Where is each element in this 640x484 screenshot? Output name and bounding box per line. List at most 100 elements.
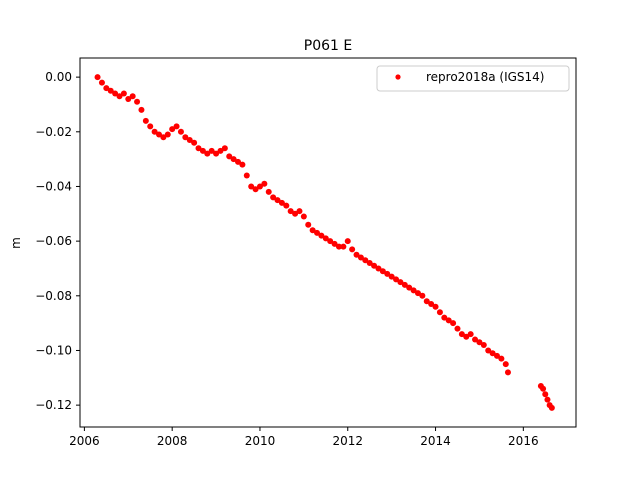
data-point [314,229,321,236]
data-point [305,221,312,228]
data-point [458,331,465,338]
data-point [318,232,325,239]
data-point [353,251,360,258]
data-point [548,404,555,411]
data-point [371,262,378,269]
data-point [397,279,404,286]
data-point [463,333,470,340]
data-point [384,270,391,277]
data-point [428,301,435,307]
data-point [410,287,417,294]
data-point [393,276,400,283]
data-point [265,188,272,195]
data-point [160,134,167,141]
data-point [401,281,408,288]
data-point [230,156,237,163]
data-point [445,317,452,324]
data-point [112,90,119,97]
data-point [344,238,351,245]
data-point [441,314,448,321]
data-point [357,254,364,261]
data-point [472,336,479,343]
data-point [331,240,338,247]
data-point [419,292,426,299]
data-point [274,197,281,204]
data-point [169,126,176,133]
y-tick-label: −0.04 [35,179,72,193]
x-tick-label: 2010 [245,434,276,448]
y-axis: 0.00 −0.02 −0.04 −0.06 −0.08 −0.10 −0.12 [35,70,80,412]
x-tick-label: 2012 [332,434,363,448]
data-point [489,350,496,357]
data-point [300,213,307,220]
y-tick-label: −0.10 [35,343,72,357]
data-point [278,199,285,206]
data-point [292,210,299,217]
data-point [432,303,439,310]
data-point [283,202,290,209]
data-point [248,183,255,190]
y-tick-label: −0.06 [35,234,72,248]
data-point [542,391,549,398]
data-point [502,361,509,368]
data-point [221,145,228,152]
data-point [480,342,487,348]
y-axis-label: m [9,237,23,249]
legend-box [376,65,570,92]
plot-frame [79,57,577,428]
data-point [362,257,369,264]
data-point [540,385,547,392]
data-point [388,273,395,280]
data-point [414,290,421,297]
data-point [327,238,334,245]
data-point [173,123,180,130]
data-point [476,339,483,346]
data-point [349,246,356,253]
data-point [493,352,500,359]
data-point [450,320,457,327]
data-point [217,147,224,154]
data-point [406,284,413,291]
data-point [226,153,233,160]
data-point [256,183,263,190]
data-point [270,194,277,201]
data-point [340,243,347,250]
data-point [191,139,198,146]
legend-label: repro2018a (IGS14) [426,70,544,84]
data-point [151,128,158,135]
data-point [379,268,386,275]
data-point [335,243,342,250]
data-point [134,98,141,105]
data-point [204,150,211,157]
data-point [287,208,294,215]
data-point [199,147,206,154]
data-point [544,396,551,403]
data-point [322,235,329,242]
data-point [252,186,259,193]
data-point [103,85,110,92]
data-point [94,74,101,81]
data-point [182,134,189,141]
data-point [423,298,430,305]
data-point [120,90,127,97]
data-point [142,117,149,124]
x-tick-label: 2008 [157,434,188,448]
data-point [129,93,136,100]
data-point [177,128,184,135]
y-tick-label: −0.12 [35,398,72,412]
data-point [147,123,154,130]
x-tick-label: 2006 [69,434,100,448]
data-point [164,131,171,138]
data-points [94,74,555,411]
data-point [156,131,163,138]
data-point [296,208,303,215]
y-tick-label: −0.08 [35,289,72,303]
data-point [243,172,250,179]
y-tick-label: −0.02 [35,125,72,139]
legend: repro2018a (IGS14) [376,65,570,92]
data-point [454,325,461,332]
x-tick-label: 2014 [420,434,451,448]
data-point [138,106,145,113]
data-point [186,137,193,143]
